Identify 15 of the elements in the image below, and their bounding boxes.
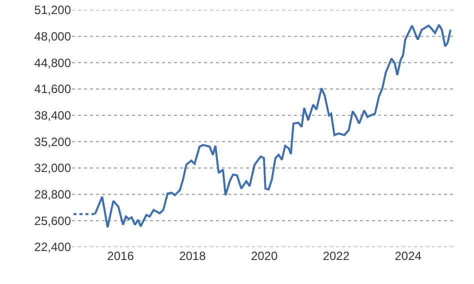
- y-tick-label: 48,000: [34, 30, 72, 44]
- y-tick-label: 28,800: [34, 188, 72, 202]
- y-tick-label: 25,600: [34, 214, 72, 228]
- x-tick-label: 2022: [322, 249, 350, 263]
- y-tick-label: 44,800: [34, 56, 72, 70]
- y-tick-label: 35,200: [34, 134, 72, 149]
- x-tick-label: 2018: [179, 249, 206, 263]
- x-tick-label: 2016: [107, 249, 134, 263]
- y-tick-label: 51,200: [34, 3, 72, 18]
- x-tick-label: 2024: [394, 249, 422, 263]
- y-tick-label: 38,400: [34, 108, 72, 123]
- x-tick-label: 2020: [250, 249, 278, 263]
- y-tick-label: 22,400: [34, 240, 72, 254]
- y-tick-label: 32,000: [34, 161, 72, 176]
- y-tick-label: 41,600: [34, 82, 72, 96]
